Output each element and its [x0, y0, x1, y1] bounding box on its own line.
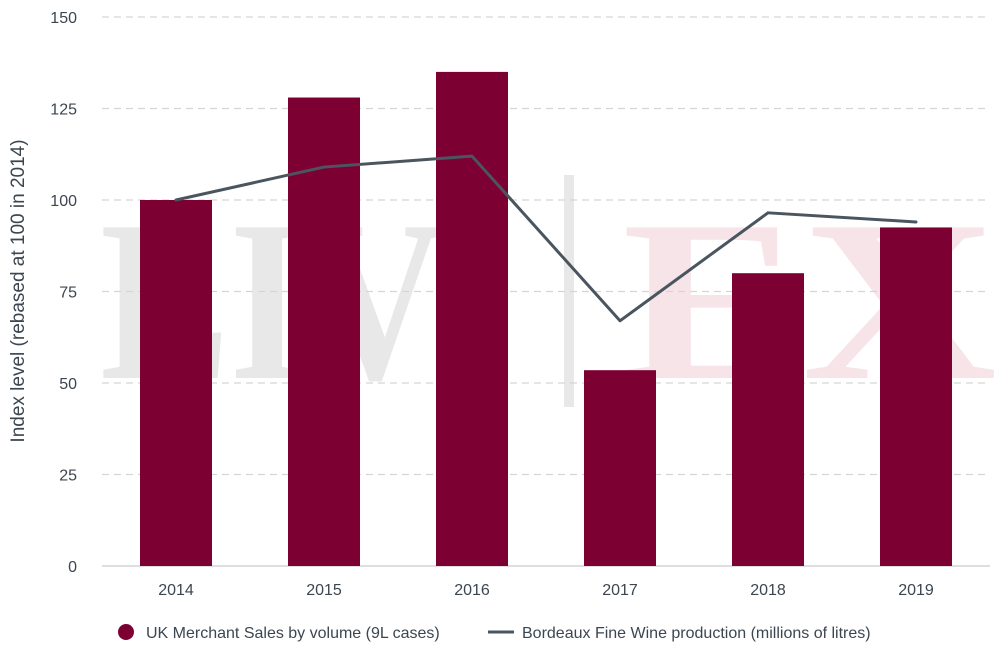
legend-bar-swatch — [118, 624, 134, 640]
y-tick-label-0: 0 — [68, 559, 77, 576]
x-tick-label-2017: 2017 — [602, 582, 638, 599]
y-tick-label-25: 25 — [59, 468, 77, 485]
legend: UK Merchant Sales by volume (9L cases) B… — [118, 624, 871, 642]
watermark-divider — [564, 175, 574, 407]
x-tick-label-2015: 2015 — [306, 582, 342, 599]
bar-2016 — [436, 71, 508, 567]
x-tick-label-2016: 2016 — [454, 582, 490, 599]
line-point-2018 — [767, 212, 769, 214]
x-tick-label-2018: 2018 — [750, 582, 786, 599]
line-bordeaux-production — [174, 154, 918, 323]
bar-2014 — [140, 200, 212, 566]
line-point-2016 — [471, 155, 473, 157]
line-point-2019 — [915, 221, 917, 223]
bar-2015 — [288, 97, 360, 567]
legend-line-label: Bordeaux Fine Wine production (millions … — [522, 625, 871, 642]
watermark: LIV EX — [100, 173, 997, 428]
bar-2018 — [732, 273, 804, 566]
y-tick-label-75: 75 — [59, 285, 77, 302]
y-tick-label-50: 50 — [59, 376, 77, 393]
y-axis-ticks: 0 25 50 75 100 125 150 — [50, 10, 77, 576]
line-point-2014 — [175, 199, 177, 201]
x-tick-label-2014: 2014 — [158, 582, 194, 599]
line-point-2015 — [323, 166, 325, 168]
y-axis-label: Index level (rebased at 100 in 2014) — [8, 139, 29, 442]
y-tick-label-125: 125 — [50, 102, 77, 119]
line-point-2017 — [619, 320, 621, 322]
bar-series — [140, 71, 952, 567]
y-tick-label-100: 100 — [50, 193, 77, 210]
gridlines — [102, 16, 990, 476]
bar-2017 — [584, 370, 656, 566]
y-tick-label-150: 150 — [50, 10, 77, 27]
x-tick-label-2019: 2019 — [898, 582, 934, 599]
x-axis-ticks: 2014 2015 2016 2017 2018 2019 — [158, 582, 934, 599]
legend-bar-label: UK Merchant Sales by volume (9L cases) — [146, 625, 440, 642]
bar-2019 — [880, 227, 952, 566]
line-series — [174, 154, 918, 323]
